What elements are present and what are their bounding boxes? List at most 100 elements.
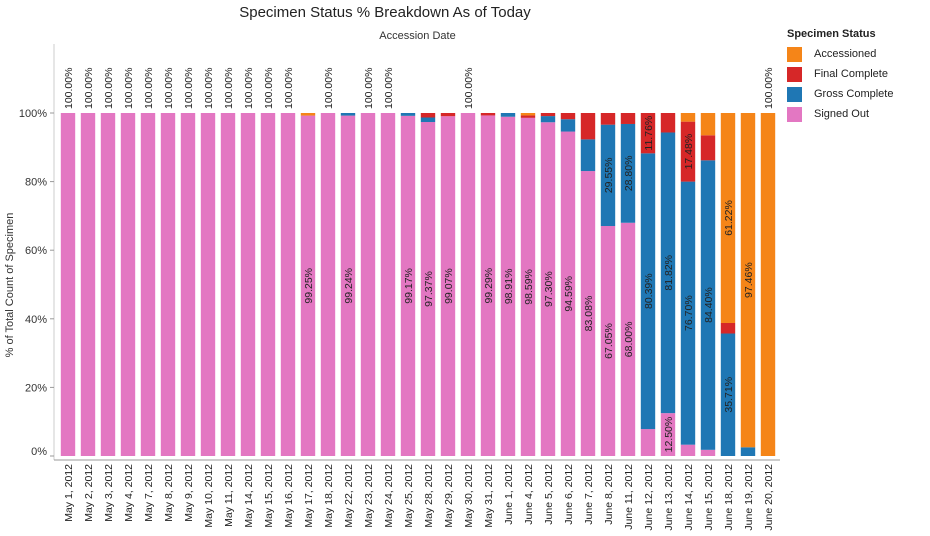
bar-segment-signed-out — [180, 113, 196, 456]
bar-segment-gross-complete — [400, 113, 416, 116]
bar-segment-signed-out — [200, 113, 216, 456]
legend-item-gross-complete[interactable]: Gross Complete — [787, 84, 893, 104]
bar-segment-signed-out — [480, 115, 496, 456]
data-label: 80.39% — [643, 273, 655, 309]
bar-segment-signed-out — [220, 113, 236, 456]
data-label: 100.00% — [763, 68, 775, 109]
bar-segment-gross-complete — [580, 139, 596, 172]
bar-segment-accessioned — [300, 113, 316, 116]
category-label: May 18, 2012 — [323, 464, 335, 528]
bar-segment-final-complete — [720, 322, 736, 334]
bar-segment-signed-out — [60, 113, 76, 456]
category-label: May 23, 2012 — [363, 464, 375, 528]
data-label: 67.05% — [603, 323, 615, 359]
data-label: 99.29% — [483, 268, 495, 304]
category-label: May 16, 2012 — [283, 464, 295, 528]
data-label: 12.50% — [663, 417, 675, 453]
bar-segment-gross-complete — [660, 132, 676, 414]
category-label: June 5, 2012 — [543, 464, 555, 525]
bar-segment-accessioned — [680, 113, 696, 122]
data-label: 11.76% — [643, 116, 655, 151]
data-label: 97.30% — [543, 271, 555, 307]
y-tick-label: 40% — [25, 314, 47, 326]
bar-segment-final-complete — [420, 113, 436, 118]
data-label: 100.00% — [83, 68, 95, 109]
legend-item-final-complete[interactable]: Final Complete — [787, 64, 893, 84]
bar-segment-accessioned — [760, 113, 776, 456]
bar-segment-signed-out — [100, 113, 116, 456]
data-label: 100.00% — [63, 68, 75, 109]
bar-segment-gross-complete — [340, 113, 356, 116]
bar-segment-gross-complete — [420, 117, 436, 123]
category-label: May 15, 2012 — [263, 464, 275, 528]
data-label: 99.24% — [343, 268, 355, 304]
data-label: 29.55% — [603, 158, 615, 194]
bar-segment-gross-complete — [560, 119, 576, 132]
category-label: May 3, 2012 — [103, 464, 115, 522]
bar-segment-signed-out — [360, 113, 376, 456]
bar-segment-gross-complete — [540, 116, 556, 123]
category-label: June 15, 2012 — [703, 464, 715, 531]
bar-segment-signed-out — [260, 113, 276, 456]
bar-segment-signed-out — [520, 117, 536, 456]
category-label: June 18, 2012 — [723, 464, 735, 531]
data-label: 98.59% — [523, 269, 535, 305]
bar-segment-final-complete — [560, 113, 576, 120]
bar-segment-gross-complete — [720, 333, 736, 456]
bar-segment-signed-out — [380, 113, 396, 456]
bar-segment-signed-out — [680, 444, 696, 456]
bar-segment-signed-out — [400, 115, 416, 457]
bar-segment-final-complete — [640, 113, 656, 154]
legend-label-final-complete: Final Complete — [814, 68, 888, 80]
bar-segment-gross-complete — [500, 113, 516, 117]
data-label: 35.71% — [723, 377, 735, 413]
bar-segment-signed-out — [80, 113, 96, 456]
data-label: 100.00% — [463, 68, 475, 109]
bar-segment-accessioned — [700, 113, 716, 136]
category-label: May 11, 2012 — [223, 464, 235, 527]
bar-segment-final-complete — [600, 113, 616, 125]
bar-segment-signed-out — [580, 171, 596, 457]
data-label: 99.25% — [303, 268, 315, 304]
bar-segment-accessioned — [740, 113, 756, 448]
bar-segment-signed-out — [620, 222, 636, 456]
category-label: June 8, 2012 — [603, 464, 615, 525]
bar-segment-signed-out — [340, 115, 356, 456]
bar-segment-signed-out — [660, 413, 676, 456]
legend-label-accessioned: Accessioned — [814, 48, 877, 60]
bar-segment-gross-complete — [740, 447, 756, 456]
data-label: 97.37% — [423, 271, 435, 307]
category-label: June 20, 2012 — [763, 464, 775, 531]
data-label: 83.08% — [583, 296, 595, 332]
bar-segment-signed-out — [540, 122, 556, 457]
data-label: 97.46% — [743, 262, 755, 298]
bar-segment-final-complete — [620, 113, 636, 124]
bar-segment-final-complete — [680, 121, 696, 182]
bar-segment-signed-out — [700, 449, 716, 456]
y-tick-label: 60% — [25, 245, 47, 257]
category-label: May 4, 2012 — [123, 464, 135, 522]
legend-item-accessioned[interactable]: Accessioned — [787, 44, 893, 64]
data-label: 100.00% — [283, 68, 295, 109]
category-label: May 17, 2012 — [303, 464, 315, 528]
legend-swatch-accessioned — [787, 46, 802, 62]
data-label: 68.00% — [623, 322, 635, 358]
category-label: May 25, 2012 — [403, 464, 415, 528]
legend-label-signed-out: Signed Out — [814, 108, 870, 120]
data-label: 100.00% — [243, 68, 255, 109]
bar-segment-signed-out — [300, 115, 316, 456]
bar-segment-gross-complete — [620, 123, 636, 223]
category-label: June 12, 2012 — [643, 464, 655, 531]
data-label: 100.00% — [143, 68, 155, 109]
data-label: 100.00% — [123, 68, 135, 109]
bar-segment-gross-complete — [640, 153, 656, 430]
category-label: May 1, 2012 — [63, 464, 75, 522]
data-label: 100.00% — [183, 68, 195, 109]
y-axis-label: % of Total Count of Specimen — [4, 213, 16, 358]
bar-segment-signed-out — [600, 226, 616, 456]
legend: Specimen Status Accessioned Final Comple… — [787, 28, 893, 124]
category-label: May 28, 2012 — [423, 464, 435, 528]
bar-segment-final-complete — [700, 135, 716, 161]
legend-item-signed-out[interactable]: Signed Out — [787, 104, 893, 124]
